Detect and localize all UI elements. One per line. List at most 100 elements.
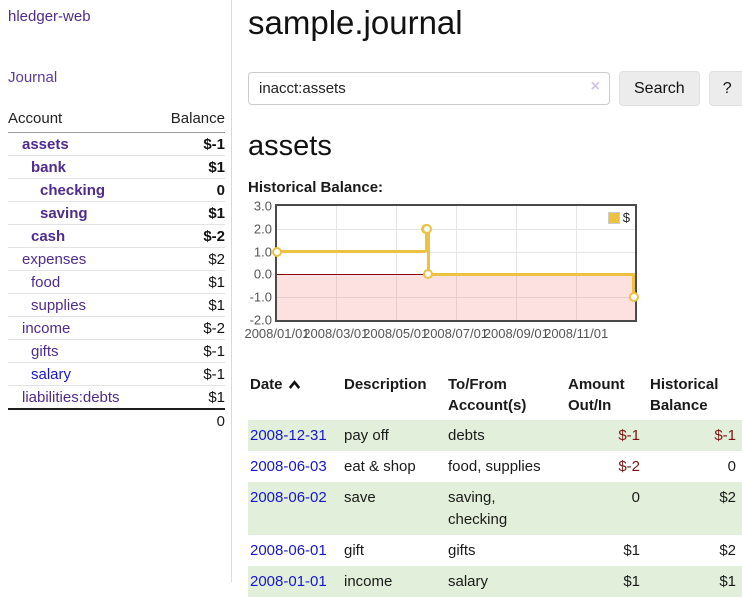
- x-tick-label: 2008/07/01: [422, 326, 489, 341]
- account-balance: 0: [154, 178, 225, 202]
- transaction-description: gift: [344, 542, 365, 559]
- x-tick-label: 2008/05/01: [363, 326, 429, 341]
- transaction-amount: $1: [623, 542, 640, 559]
- transaction-date-link[interactable]: 2008-06-01: [250, 542, 327, 559]
- register-row: 2008-06-01 gift gifts $1 $2: [248, 535, 742, 566]
- y-tick-label: 1.0: [253, 244, 272, 260]
- transaction-balance: $-1: [714, 427, 736, 444]
- transaction-description: eat & shop: [344, 458, 416, 475]
- sidebar: hledger-web Journal Account Balance asse…: [0, 0, 232, 582]
- accounts-total-value: 0: [154, 408, 225, 433]
- x-tick-label: 2008/01/01: [244, 326, 310, 341]
- y-tick-label: 0.0: [253, 266, 272, 282]
- account-link[interactable]: gifts: [31, 343, 59, 360]
- accounts-col-balance: Balance: [154, 106, 225, 133]
- data-point-marker: [272, 246, 282, 257]
- transaction-date-link[interactable]: 2008-06-03: [250, 458, 327, 475]
- account-link[interactable]: salary: [31, 366, 72, 383]
- transaction-amount: $-2: [618, 458, 640, 475]
- account-balance: $1: [154, 270, 225, 294]
- transaction-accounts: food, supplies: [448, 458, 541, 475]
- transaction-date-link[interactable]: 2008-12-31: [250, 427, 327, 444]
- account-balance: $-2: [154, 316, 225, 340]
- y-tick-label: 2.0: [253, 221, 272, 237]
- account-balance: $1: [154, 155, 225, 179]
- account-row: checking 0: [8, 178, 225, 202]
- series-segment: [426, 228, 430, 275]
- series-segment: [424, 228, 428, 252]
- transaction-description: save: [344, 489, 376, 506]
- account-row: expenses $2: [8, 247, 225, 271]
- account-row: salary $-1: [8, 362, 225, 386]
- register-table: Date Description To/From Account(s) Amou…: [248, 370, 742, 597]
- account-balance: $-1: [203, 136, 225, 153]
- search-button[interactable]: Search: [619, 71, 700, 106]
- account-link[interactable]: saving: [40, 205, 88, 222]
- help-button[interactable]: ?: [708, 71, 742, 106]
- data-point-marker: [423, 269, 434, 280]
- account-row: cash $-2: [8, 224, 225, 248]
- search-input[interactable]: [248, 72, 610, 105]
- transaction-amount: 0: [631, 489, 640, 506]
- col-balance: Historical Balance: [650, 376, 719, 414]
- transaction-balance: $2: [719, 542, 736, 559]
- legend-label: $: [622, 210, 630, 225]
- y-tick-label: 3.0: [253, 198, 272, 214]
- data-point-marker: [422, 223, 433, 234]
- col-date[interactable]: Date: [248, 370, 342, 420]
- horizontal-gridline: [277, 251, 635, 253]
- account-balance: $1: [154, 201, 225, 225]
- transaction-description: pay off: [344, 427, 389, 444]
- accounts-col-account: Account: [8, 106, 155, 133]
- account-link[interactable]: expenses: [22, 251, 87, 268]
- account-link[interactable]: bank: [31, 159, 67, 176]
- account-link[interactable]: assets: [22, 136, 69, 153]
- horizontal-gridline: [277, 228, 635, 230]
- account-row: gifts $-1: [8, 339, 225, 363]
- register-row: 2008-06-03 eat & shop food, supplies $-2…: [248, 451, 742, 482]
- transaction-balance: $2: [719, 489, 736, 506]
- transaction-balance: 0: [727, 458, 736, 475]
- chart-title: Historical Balance:: [248, 179, 384, 196]
- transaction-date-link[interactable]: 2008-06-02: [250, 489, 327, 506]
- account-balance: $-1: [154, 362, 225, 386]
- register-row: 2008-06-02 save saving, checking 0 $2: [248, 482, 742, 535]
- account-balance: $-2: [154, 224, 225, 248]
- chart-legend: $: [607, 210, 630, 225]
- sort-ascending-icon: [288, 380, 300, 389]
- register-header-row: Date Description To/From Account(s) Amou…: [248, 370, 742, 420]
- accounts-header-row: Account Balance: [8, 106, 225, 133]
- account-balance: $2: [154, 247, 225, 271]
- accounts-total-row: 0: [8, 408, 225, 433]
- transaction-accounts: saving, checking: [448, 489, 508, 528]
- sidebar-item-journal[interactable]: Journal: [8, 69, 58, 86]
- data-point-marker: [629, 292, 639, 303]
- negative-region: [277, 274, 635, 320]
- transaction-accounts: gifts: [448, 542, 476, 559]
- register-rows: 2008-12-31 pay off debts $-1 $-1 2008-06…: [248, 420, 742, 597]
- search-form: × Search ?: [248, 71, 742, 106]
- accounts-table: Account Balance assets $-1 bank $1 check…: [8, 106, 225, 433]
- app-title-link[interactable]: hledger-web: [8, 8, 91, 25]
- account-link[interactable]: supplies: [31, 297, 87, 314]
- series-segment: [277, 250, 427, 254]
- clear-search-icon[interactable]: ×: [590, 78, 600, 95]
- col-amount: Amount Out/In: [568, 376, 625, 414]
- accounts-rows: assets $-1 bank $1 checking 0 saving $1 …: [8, 133, 225, 409]
- transaction-accounts: debts: [448, 427, 485, 444]
- vertical-gridline: [576, 206, 578, 320]
- account-link[interactable]: liabilities:debts: [22, 389, 120, 406]
- x-tick-label: 2008/11/01: [544, 326, 609, 341]
- legend-swatch-icon: [607, 211, 620, 224]
- horizontal-gridline: [277, 297, 635, 299]
- account-link[interactable]: cash: [31, 228, 66, 245]
- account-link[interactable]: food: [31, 274, 61, 291]
- vertical-gridline: [395, 206, 397, 320]
- col-accounts: To/From Account(s): [448, 376, 527, 414]
- account-link[interactable]: checking: [40, 182, 106, 199]
- register-row: 2008-12-31 pay off debts $-1 $-1: [248, 420, 742, 451]
- account-link[interactable]: income: [22, 320, 71, 337]
- vertical-gridline: [455, 206, 457, 320]
- account-row: saving $1: [8, 201, 225, 225]
- search-input-wrap: ×: [248, 72, 610, 105]
